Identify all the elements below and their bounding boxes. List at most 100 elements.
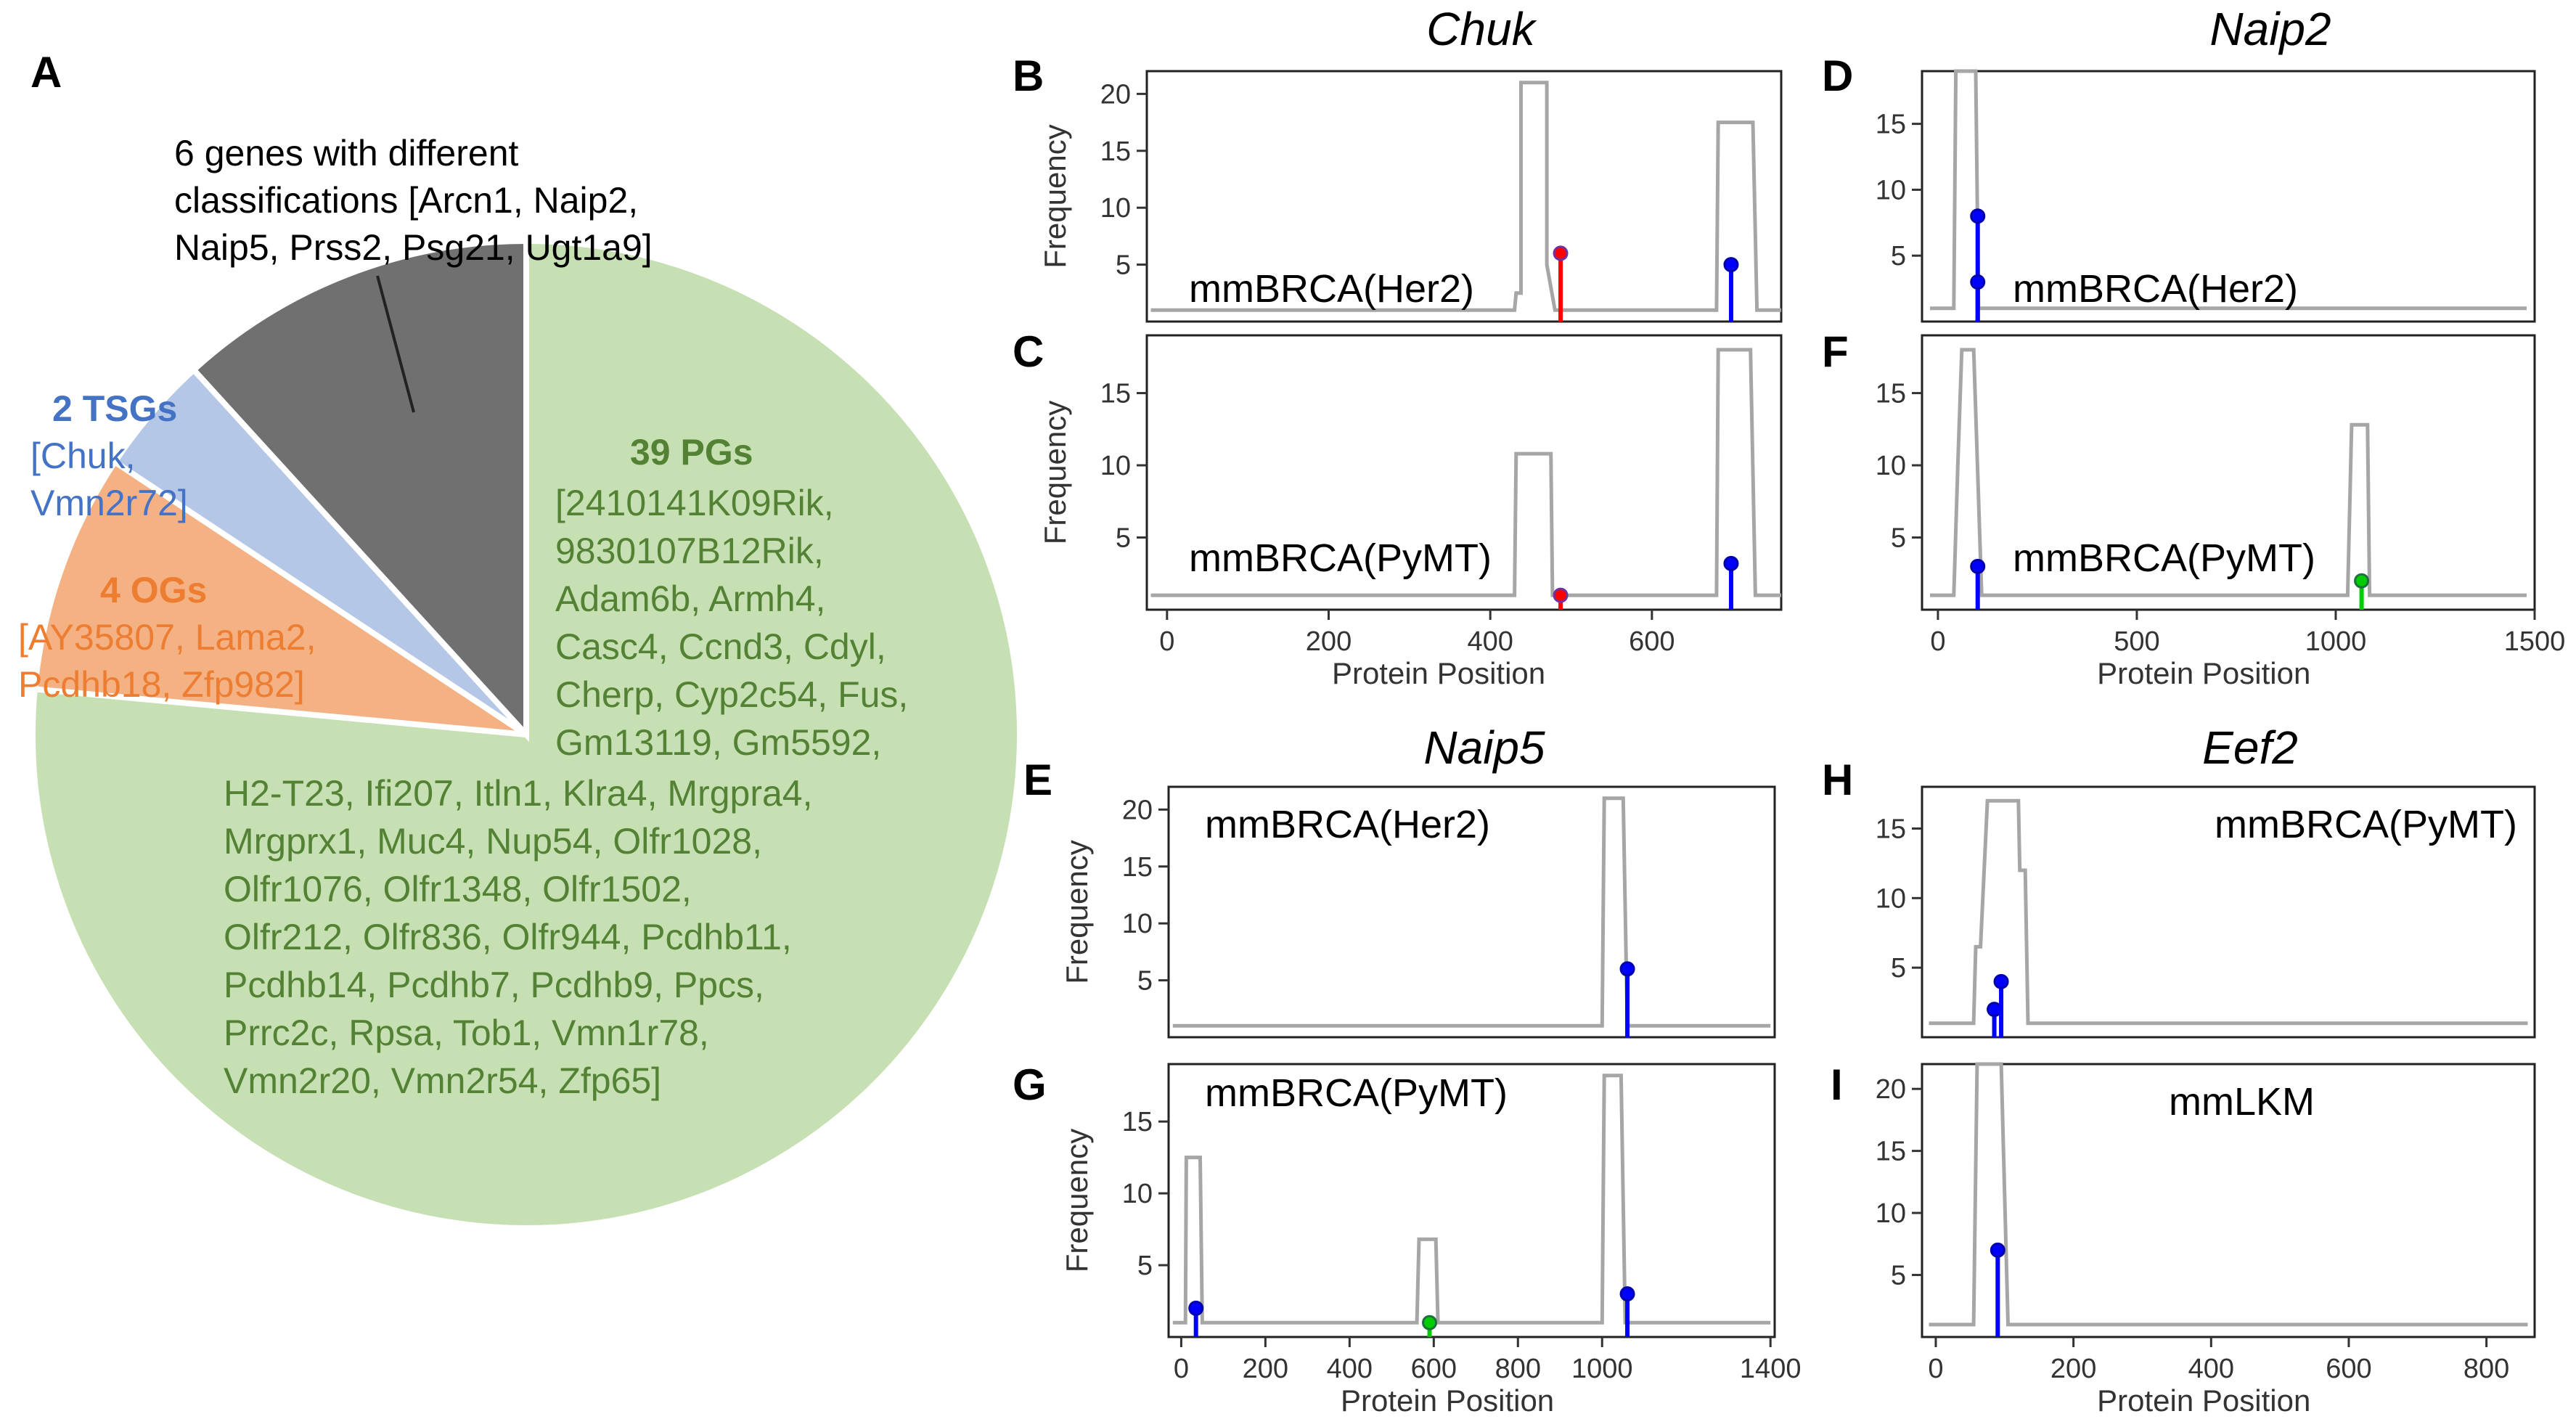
mutation-point <box>1723 257 1739 273</box>
plot-panel-c: 5 10 15 0 200 400 600 mmBRCA(PyMT) Frequency Prot… <box>1038 334 1783 690</box>
pg-gene-line: H2-T23, Ifi207, Itln1, Klra4, Mrgpra4, <box>224 773 812 814</box>
mutation-point <box>1619 961 1635 977</box>
x-tick-label: 1400 <box>1740 1354 1802 1384</box>
tsg-gene-line: [Chuk, <box>30 436 136 476</box>
mutation-point <box>1553 245 1569 261</box>
pg-gene-line: 9830107B12Rik, <box>555 531 824 571</box>
y-axis-label: Frequency <box>1060 840 1094 984</box>
mutation-point <box>1970 558 1986 574</box>
x-axis-label: Protein Position <box>1332 656 1545 690</box>
x-tick-label: 0 <box>1174 1354 1189 1384</box>
x-tick-label: 600 <box>1629 626 1675 657</box>
pg-title: 39 PGs <box>630 432 753 473</box>
y-tick-label: 10 <box>1876 175 1906 205</box>
series-label: mmBRCA(PyMT) <box>1189 536 1492 580</box>
y-tick-label: 10 <box>1100 451 1131 481</box>
y-tick-label: 20 <box>1876 1074 1906 1105</box>
tsg-label: 2 TSGs [Chuk, Vmn2r72] <box>30 388 188 523</box>
panel-label-f: F <box>1822 327 1849 376</box>
y-tick-label: 15 <box>1100 379 1131 409</box>
y-tick-label: 5 <box>1891 953 1906 984</box>
y-tick-label: 10 <box>1122 909 1153 939</box>
mutation-point <box>1422 1314 1438 1330</box>
frequency-profile-line <box>1930 348 2527 597</box>
gene-title-eef2: Eef2 <box>2202 721 2298 774</box>
pg-gene-line: Adam6b, Armh4, <box>555 578 825 619</box>
pg-gene-line: Mrgprx1, Muc4, Nup54, Olfr1028, <box>224 821 762 862</box>
frequency-profile-line <box>1929 1062 2528 1327</box>
pg-label: 39 PGs [2410141K09Rik, 9830107B12Rik, Ad… <box>224 432 908 1101</box>
pg-gene-line: Olfr212, Olfr836, Olfr944, Pcdhb11, <box>224 917 792 957</box>
x-tick-label: 0 <box>1930 626 1945 657</box>
plot-frame <box>1921 70 2536 323</box>
gene-title-naip2: Naip2 <box>2209 3 2331 55</box>
pie-annotation: 6 genes with different classifications [… <box>174 133 653 268</box>
pg-gene-line: Vmn2r20, Vmn2r54, Zfp65] <box>224 1060 661 1101</box>
panel-label-h: H <box>1822 756 1853 804</box>
panel-label-c: C <box>1013 327 1044 376</box>
y-tick-label: 5 <box>1116 250 1131 281</box>
x-tick-label: 0 <box>1159 626 1174 657</box>
plot-panel-h: 5 10 15 mmBRCA(PyMT) <box>1876 785 2536 1039</box>
x-axis-label: Protein Position <box>2097 1383 2310 1418</box>
series-label: mmBRCA(PyMT) <box>1205 1071 1508 1115</box>
series-label: mmBRCA(Her2) <box>1189 267 1474 311</box>
series-label: mmLKM <box>2169 1080 2315 1124</box>
pie-slice-ogs <box>31 457 528 737</box>
mutation-point <box>1990 1242 2005 1258</box>
y-tick-label: 15 <box>1876 1137 1906 1167</box>
pie-chart <box>30 237 1023 1231</box>
y-tick-label: 10 <box>1876 451 1906 481</box>
y-tick-label: 5 <box>1137 966 1153 997</box>
x-tick-label: 200 <box>1243 1354 1288 1384</box>
pg-gene-line: Olfr1076, Olfr1348, Olfr1502, <box>224 869 692 909</box>
series-label: mmBRCA(PyMT) <box>2013 536 2315 580</box>
x-tick-label: 400 <box>2188 1354 2234 1384</box>
x-tick-label: 600 <box>2326 1354 2371 1384</box>
y-tick-label: 5 <box>1891 1261 1906 1291</box>
y-tick-label: 15 <box>1876 110 1906 140</box>
plot-frame <box>1167 785 1776 1039</box>
mutation-point <box>1619 1286 1635 1302</box>
series-label: mmBRCA(Her2) <box>2013 267 2298 311</box>
x-tick-label: 0 <box>1928 1354 1943 1384</box>
x-tick-label: 400 <box>1467 626 1513 657</box>
y-tick-label: 5 <box>1891 241 1906 271</box>
frequency-profile-line <box>1929 798 2528 1026</box>
panel-label-g: G <box>1013 1060 1047 1109</box>
x-tick-label: 800 <box>1495 1354 1541 1384</box>
mutation-point <box>1993 973 2009 989</box>
series-label: mmBRCA(PyMT) <box>2215 803 2517 846</box>
x-tick-label: 600 <box>1411 1354 1457 1384</box>
mutation-point <box>1553 587 1569 603</box>
og-gene-line: [AY35807, Lama2, <box>18 617 316 658</box>
y-tick-label: 20 <box>1100 79 1131 110</box>
og-gene-line: Pcdhb18, Zfp982] <box>18 664 305 705</box>
frequency-profile-line <box>1930 69 2527 311</box>
plot-frame <box>1921 785 2536 1039</box>
y-tick-label: 10 <box>1876 883 1906 914</box>
x-tick-label: 1000 <box>1571 1354 1633 1384</box>
frequency-profile-line <box>1150 348 1781 597</box>
pg-gene-line: Casc4, Ccnd3, Cdyl, <box>555 626 886 667</box>
y-tick-label: 15 <box>1876 814 1906 845</box>
series-label: mmBRCA(Her2) <box>1205 803 1490 846</box>
mutation-point <box>1970 274 1986 290</box>
y-tick-label: 10 <box>1876 1198 1906 1229</box>
frequency-profile-line <box>1172 1074 1771 1325</box>
mutation-point <box>2354 573 2370 589</box>
tsg-gene-line: Vmn2r72] <box>30 483 188 523</box>
panel-label-i: I <box>1831 1060 1843 1109</box>
y-tick-label: 20 <box>1122 795 1153 825</box>
pg-gene-line: Gm13119, Gm5592, <box>555 722 881 763</box>
gene-title-naip5: Naip5 <box>1423 721 1545 774</box>
plot-panel-e: 5 10 15 20 mmBRCA(Her2) Frequency <box>1060 785 1776 1039</box>
x-axis-label: Protein Position <box>1341 1383 1554 1418</box>
pg-gene-line: [2410141K09Rik, <box>555 483 834 523</box>
tsg-title: 2 TSGs <box>52 388 177 429</box>
x-axis-label: Protein Position <box>2097 656 2310 690</box>
y-tick-label: 15 <box>1122 852 1153 883</box>
